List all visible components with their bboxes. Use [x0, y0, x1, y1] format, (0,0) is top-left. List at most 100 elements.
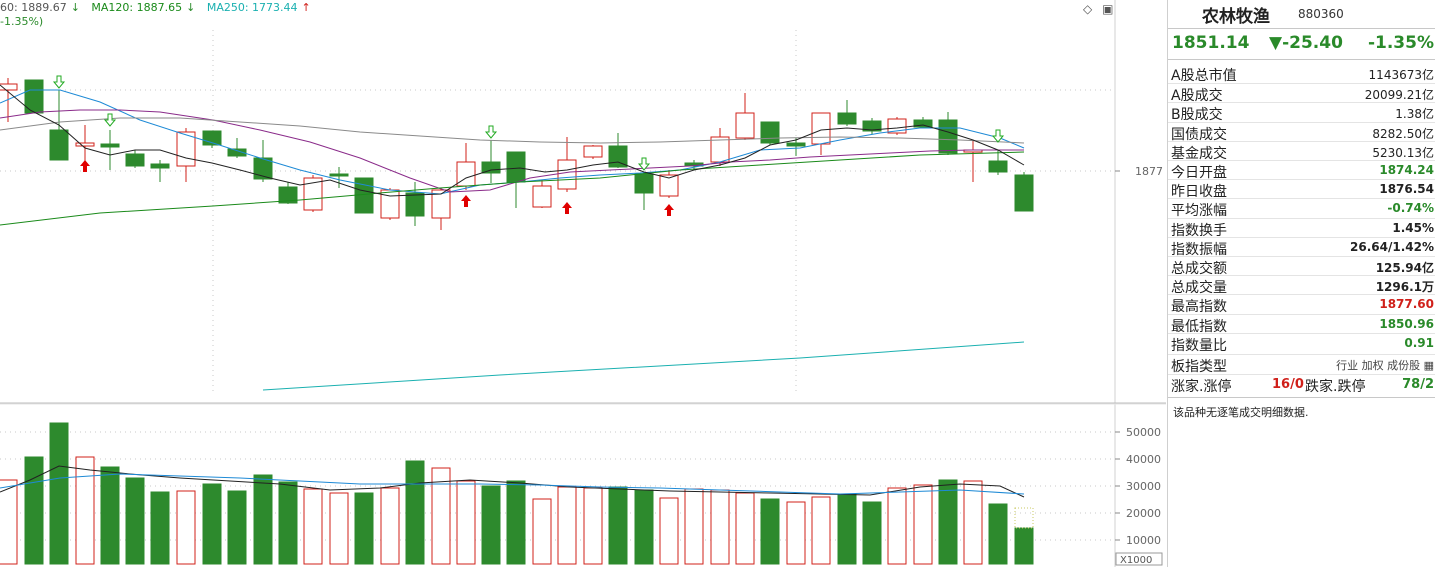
no-tick-data-note: 该品种无逐笔成交明细数据.: [1173, 406, 1309, 419]
candle-body: [988, 160, 1008, 173]
quote-row-label: 今日开盘: [1171, 165, 1227, 181]
ma-legend: 60: 1889.67 ↓ MA120: 1887.65 ↓ MA250: 1773…: [0, 1, 319, 14]
volume-bar: [100, 466, 120, 565]
candle-body: [176, 131, 196, 167]
rise-count-value: 16/0: [1272, 377, 1304, 392]
candle-body: [380, 189, 400, 219]
ma250-long-line: [262, 341, 1025, 391]
volume-bar: [532, 498, 552, 565]
pct-legend: -1.35%): [0, 15, 44, 28]
sell-arrow-icon: [52, 75, 66, 89]
candle-body: [506, 151, 526, 183]
volume-bar: [24, 456, 44, 565]
quote-row-value: 8282.50亿: [1372, 126, 1434, 141]
index-type-row[interactable]: 板指类型 行业 加权 成份股 ▦: [1168, 354, 1435, 375]
quote-row-value: 1876.54: [1379, 182, 1434, 197]
vol-ma5-line: [0, 465, 1025, 498]
quote-row-value: 1850.96: [1379, 316, 1434, 331]
volume-bar: [710, 489, 730, 565]
quote-row-value: 5230.13亿: [1372, 145, 1434, 160]
vol-ma10-line: [0, 473, 1025, 495]
index-name: 农林牧渔: [1202, 7, 1270, 27]
index-type-value[interactable]: 行业 加权 成份股: [1336, 359, 1421, 372]
ma250-line: [0, 151, 1025, 226]
volume-bar: [684, 488, 704, 565]
grid-icon[interactable]: ▦: [1423, 359, 1434, 372]
candle-body: [659, 174, 679, 197]
sell-arrow-icon: [637, 157, 651, 171]
quote-row-value: 1143673亿: [1368, 68, 1434, 82]
ma60-legend: 60: 1889.67 ↓: [0, 1, 80, 14]
volume-bar: [405, 460, 425, 565]
candle-body: [811, 112, 831, 145]
candle-body: [710, 136, 730, 163]
candle-body: [938, 119, 958, 154]
candle-body: [862, 120, 882, 132]
quote-row: 总成交量 1296.1万: [1168, 275, 1435, 296]
quote-row: 最高指数 1877.60: [1168, 294, 1435, 315]
volume-bar: [278, 481, 298, 565]
quote-row-value: 0.91: [1404, 335, 1434, 350]
quote-row-value: 1296.1万: [1375, 280, 1434, 295]
candle-body: [0, 83, 18, 91]
volume-bar: [125, 477, 145, 565]
volume-bar: [253, 474, 273, 565]
quote-row-value: 125.94亿: [1375, 261, 1434, 275]
quote-row-label: 平均涨幅: [1171, 203, 1227, 220]
ma250-legend: MA250: 1773.44 ↑: [206, 1, 311, 14]
candle-body: [150, 163, 170, 169]
candle-body: [1014, 174, 1034, 212]
volume-bar: [506, 480, 526, 565]
quote-row: 今日开盘 1874.24: [1168, 160, 1435, 181]
quote-row: 基金成交 5230.13亿: [1168, 140, 1435, 162]
diamond-icon[interactable]: ◇: [1083, 2, 1093, 16]
volume-bar: [786, 501, 806, 565]
volume-bar: [481, 485, 501, 565]
ma120-legend: MA120: 1887.65 ↓: [91, 1, 196, 14]
quote-row-value: 26.64/1.42%: [1350, 239, 1434, 254]
window-icon[interactable]: ▣: [1102, 2, 1114, 16]
candle-body: [253, 157, 273, 180]
candle-body: [583, 145, 603, 158]
candle-body: [608, 145, 628, 168]
sell-arrow-icon: [103, 113, 117, 127]
volume-estimate-box: [1014, 507, 1034, 529]
volume-axis-label: 30000: [1126, 480, 1161, 493]
quote-row: A股成交 20099.21亿: [1168, 83, 1435, 104]
candle-body: [735, 112, 755, 139]
quote-row-value: 20099.21亿: [1364, 88, 1434, 103]
volume-bar: [735, 492, 755, 565]
volume-bar: [227, 490, 247, 565]
quote-row-label: 指数换手: [1171, 222, 1227, 239]
volume-bar: [380, 487, 400, 565]
fall-count-value: 78/2: [1402, 377, 1434, 392]
kline-chart[interactable]: 1877 50000 40000 30000 20000 10000 X1000: [0, 0, 1166, 567]
buy-arrow-icon: [461, 195, 471, 207]
fall-count-label: 跌家.跌停: [1305, 379, 1366, 395]
volume-bar: [0, 479, 18, 565]
volume-bar: [75, 456, 95, 565]
price-change-pct: -1.35%: [1367, 33, 1434, 53]
candle-body: [431, 189, 451, 219]
volume-bar: [913, 484, 933, 565]
candle-body: [481, 161, 501, 174]
volume-bar: [887, 487, 907, 565]
quote-row: 昨日收盘 1876.54: [1168, 179, 1435, 200]
quote-row: 最低指数 1850.96: [1168, 313, 1435, 335]
volume-bar: [354, 492, 374, 565]
quote-panel: 农林牧渔 880360 1851.14 ▼-25.40 -1.35% A股总市值…: [1167, 0, 1435, 567]
volume-axis-label: 50000: [1126, 426, 1161, 439]
quote-row-label: 基金成交: [1171, 145, 1227, 162]
candle-body: [227, 148, 247, 157]
volume-bar: [938, 479, 958, 565]
current-price: 1851.14: [1172, 33, 1250, 53]
kline-chart-area[interactable]: 1877 50000 40000 30000 20000 10000 X1000 60: 1…: [0, 0, 1166, 567]
candle-body: [887, 118, 907, 134]
candle-body: [125, 153, 145, 167]
chart-tool-icons[interactable]: ◇ ▣: [1083, 2, 1113, 16]
quote-row-value: 1877.60: [1379, 297, 1434, 312]
candle-body: [532, 185, 552, 208]
quote-row-label: B股成交: [1171, 107, 1223, 124]
volume-bar: [862, 501, 882, 565]
sell-arrow-icon: [991, 129, 1005, 143]
